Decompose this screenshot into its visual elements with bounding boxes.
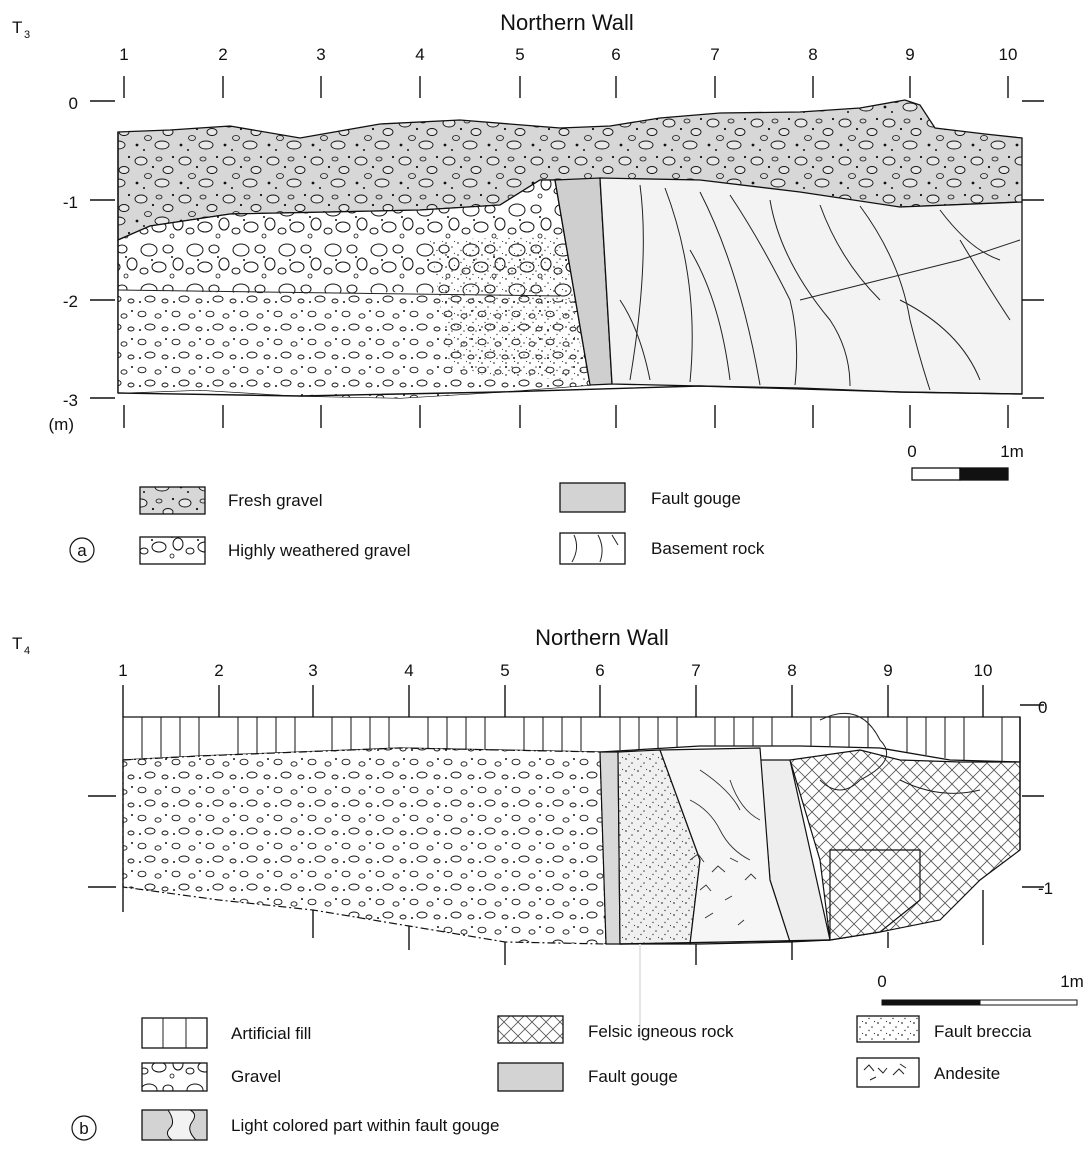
panel-a-col-10: 10	[999, 45, 1018, 64]
panel-b-column-labels: 1 2 3 4 5 6 7 8 9 10	[118, 661, 992, 680]
panel-a-col-5: 5	[515, 45, 524, 64]
panel-b-felsic-dense-unit	[829, 849, 921, 941]
panel-a-column-ticks	[123, 76, 1009, 428]
panel-a-depth-unit: (m)	[49, 415, 74, 434]
legend-a-fault-gouge: Fault gouge	[651, 489, 741, 508]
panel-a-scale-1m: 1m	[1000, 442, 1024, 461]
panel-b-column-ticks	[122, 685, 984, 965]
panel-b-depth-labels: 0 -1	[1038, 698, 1053, 898]
panel-a-letter: a	[77, 541, 87, 560]
legend-a-fault-gouge-swatch	[559, 482, 626, 513]
legend-a-fresh-gravel: Fresh gravel	[228, 491, 322, 510]
panel-a-depth-3: -3	[63, 391, 78, 410]
panel-b-scale-bar: 0 1m	[877, 972, 1084, 1006]
legend-b-fault-gouge-swatch	[497, 1062, 564, 1092]
panel-b: T 4 Northern Wall 1 2 3 4 5 6 7 8 9 10 0…	[12, 625, 1084, 1141]
legend-b-andesite: Andesite	[934, 1064, 1000, 1083]
panel-a-col-7: 7	[710, 45, 719, 64]
panel-b-andesite-marks	[689, 769, 761, 926]
panel-b-col-7: 7	[691, 661, 700, 680]
legend-b-felsic-igneous: Felsic igneous rock	[588, 1022, 734, 1041]
panel-a-col-1: 1	[119, 45, 128, 64]
legend-a-weathered-gravel-swatch	[139, 536, 206, 565]
panel-b-letter: b	[79, 1119, 88, 1138]
panel-b-scale-0: 0	[877, 972, 886, 991]
panel-b-trench-label: T	[12, 634, 22, 653]
legend-a-basement-rock: Basement rock	[651, 539, 765, 558]
legend-b-light-part-swatch	[141, 1109, 208, 1141]
panel-b-col-6: 6	[595, 661, 604, 680]
panel-b-title: Northern Wall	[535, 625, 669, 650]
legend-b-artificial-fill: Artificial fill	[231, 1024, 311, 1043]
panel-b-col-10: 10	[974, 661, 993, 680]
panel-a-depth-0: 0	[69, 94, 78, 113]
panel-a-title: Northern Wall	[500, 10, 634, 35]
legend-b-gravel-swatch	[141, 1062, 208, 1092]
legend-b-artificial-fill-swatch	[141, 1017, 208, 1049]
legend-b-fault-gouge: Fault gouge	[588, 1067, 678, 1086]
panel-a-letter-circle	[69, 537, 95, 563]
panel-b-legend: Artificial fill Felsic igneous rock Faul…	[71, 1015, 1032, 1141]
panel-a-col-3: 3	[316, 45, 325, 64]
legend-b-fault-breccia-swatch	[856, 1015, 920, 1043]
panel-a-trench-label: T	[12, 18, 22, 37]
panel-b-scale-1m: 1m	[1060, 972, 1084, 991]
panel-a-basement-fractures	[619, 184, 1021, 391]
panel-a-legend: Fresh gravel Highly weathered gravel Fau…	[69, 482, 765, 565]
panel-b-col-3: 3	[308, 661, 317, 680]
panel-b-gravel-unit	[122, 747, 607, 945]
legend-a-basement-rock-swatch	[559, 532, 626, 565]
panel-b-depth-1: -1	[1038, 879, 1053, 898]
legend-b-felsic-swatch	[497, 1015, 564, 1044]
panel-b-col-2: 2	[214, 661, 223, 680]
legend-b-andesite-swatch	[856, 1057, 920, 1088]
panel-b-col-5: 5	[500, 661, 509, 680]
panel-a-depth-labels: 0 -1 -2 -3 (m)	[49, 94, 78, 434]
panel-a-depth-1: -1	[63, 193, 78, 212]
panel-b-letter-circle	[71, 1115, 97, 1141]
panel-b-col-9: 9	[883, 661, 892, 680]
panel-a-basement-rock-unit	[599, 177, 1023, 395]
legend-b-fault-breccia: Fault breccia	[934, 1022, 1032, 1041]
panel-b-depth-0: 0	[1038, 698, 1047, 717]
legend-b-light-part: Light colored part within fault gouge	[231, 1116, 499, 1135]
legend-b-gravel: Gravel	[231, 1067, 281, 1086]
panel-a-col-2: 2	[218, 45, 227, 64]
panel-a-col-4: 4	[415, 45, 424, 64]
panel-a-scale-bar: 0 1m	[907, 442, 1024, 481]
panel-a-trench-sub: 3	[24, 29, 30, 41]
panel-a-col-6: 6	[611, 45, 620, 64]
panel-b-depth-ticks	[88, 704, 1044, 888]
panel-b-col-4: 4	[404, 661, 413, 680]
panel-a-col-8: 8	[808, 45, 817, 64]
panel-b-trench-wall	[122, 712, 1021, 1040]
panel-a: T 3 Northern Wall 1 2 3 4 5 6 7 8 9 10 0…	[12, 10, 1044, 565]
panel-a-scale-0: 0	[907, 442, 916, 461]
panel-a-col-9: 9	[905, 45, 914, 64]
legend-a-fresh-gravel-swatch	[139, 486, 206, 515]
panel-a-depth-2: -2	[63, 292, 78, 311]
panel-b-trench-sub: 4	[24, 645, 30, 657]
panel-b-col-8: 8	[787, 661, 796, 680]
panel-a-trench-wall	[117, 99, 1023, 399]
legend-a-weathered-gravel: Highly weathered gravel	[228, 541, 410, 560]
panel-b-andesite-unit	[659, 747, 791, 945]
panel-a-column-labels: 1 2 3 4 5 6 7 8 9 10	[119, 45, 1017, 64]
panel-b-fill-verticals	[141, 717, 1003, 761]
panel-a-depth-ticks	[90, 100, 1044, 399]
panel-b-col-1: 1	[118, 661, 127, 680]
